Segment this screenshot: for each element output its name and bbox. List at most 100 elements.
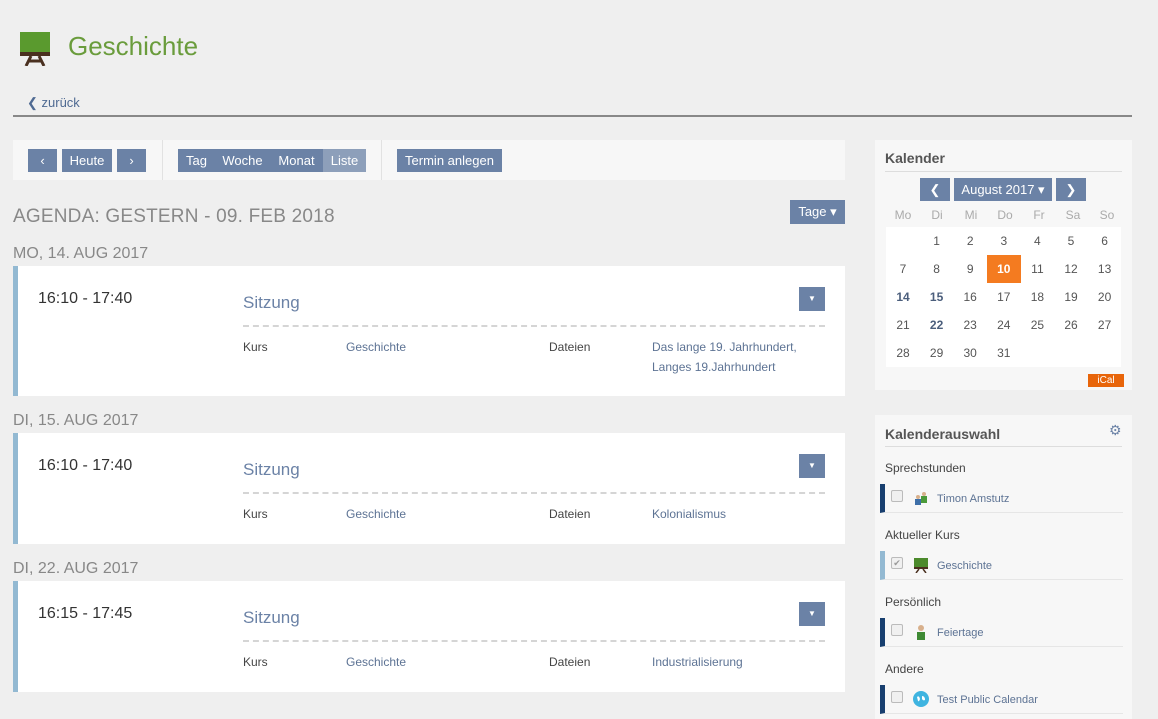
file-link[interactable]: Industrialisierung [652, 655, 743, 669]
weekday-label: Mo [894, 208, 912, 222]
event-menu-button[interactable]: ▼ [799, 454, 825, 478]
weekday-label: Do [997, 208, 1013, 222]
calendar-day[interactable]: 4 [1034, 234, 1041, 248]
calendar-day[interactable]: 5 [1067, 234, 1075, 248]
calendar-day[interactable]: 23 [963, 318, 977, 332]
checkbox[interactable]: ✔ [891, 557, 903, 569]
next-button[interactable]: › [117, 149, 146, 172]
calendar-day[interactable]: 27 [1097, 318, 1112, 332]
agenda-title: AGENDA: GESTERN - 09. FEB 2018 [13, 206, 335, 227]
files-label: Dateien [549, 655, 591, 669]
event-title[interactable]: Sitzung [243, 608, 300, 627]
view-liste[interactable]: Liste [323, 149, 366, 172]
calendar-grid: 1 2 3 4 5 6 7 8 9 10 11 12 13 14 15 16 17 18 19 20 21 22 23 24 2… [886, 227, 1121, 367]
files-label: Dateien [549, 507, 591, 521]
calendar-day[interactable]: 31 [997, 346, 1011, 360]
calendar-toolbar: ‹ Heute › Tag Woche Monat Liste Termin a… [13, 140, 845, 180]
weekday-label: Mi [964, 208, 978, 222]
users-icon [913, 490, 929, 506]
prev-button[interactable]: ‹ [28, 149, 57, 172]
calendar-day[interactable]: 2 [966, 234, 974, 248]
calendar-source-name[interactable]: Test Public Calendar [937, 694, 1038, 706]
globe-icon [913, 691, 929, 707]
checkbox[interactable] [891, 691, 903, 703]
file-link[interactable]: Kolonialismus [652, 507, 727, 521]
kurs-value[interactable]: Geschichte [346, 507, 407, 521]
calendar-day[interactable]: 18 [1030, 290, 1045, 304]
next-month-button[interactable]: ❯ [1056, 178, 1086, 201]
kurs-value[interactable]: Geschichte [346, 340, 407, 354]
calendar-source-item[interactable]: ✔ Geschichte [880, 551, 1123, 580]
weekday-label: Fr [1033, 208, 1045, 222]
checkbox[interactable] [891, 490, 903, 502]
calendar-source-name[interactable]: Feiertage [937, 627, 984, 639]
ical-button[interactable]: iCal [1088, 374, 1124, 387]
calendar-day[interactable]: 24 [997, 318, 1011, 332]
calendar-day[interactable]: 12 [1064, 262, 1078, 276]
weekday-label: Sa [1065, 208, 1081, 222]
month-select[interactable]: August 2017 ▾ [954, 178, 1052, 201]
calendar-day[interactable]: 29 [929, 346, 944, 360]
calendar-title: Kalender [885, 150, 945, 166]
kurs-value[interactable]: Geschichte [346, 655, 407, 669]
today-button[interactable]: Heute [62, 149, 112, 172]
group-label: Andere [885, 662, 924, 676]
event-title[interactable]: Sitzung [243, 460, 300, 479]
calendar-day[interactable]: 8 [933, 262, 940, 276]
calendar-day[interactable]: 14 [896, 290, 910, 304]
calendar-source-name[interactable]: Timon Amstutz [937, 493, 1010, 505]
calendar-day[interactable]: 16 [963, 290, 977, 304]
chevron-left-icon: ❮ [27, 95, 42, 110]
range-dropdown[interactable]: Tage ▾ [790, 200, 845, 224]
create-event-button[interactable]: Termin anlegen [397, 149, 502, 172]
calendar-day[interactable]: 11 [1031, 262, 1044, 276]
calendar-day[interactable]: 1 [933, 234, 940, 248]
calendar-day[interactable]: 9 [966, 262, 974, 276]
event-card: 16:10 - 17:40 Sitzung ▼ Kurs Geschichte … [13, 266, 845, 396]
calendar-day[interactable]: 25 [1030, 318, 1045, 332]
divider [162, 140, 163, 180]
calendar-day[interactable]: 7 [899, 262, 907, 276]
view-woche[interactable]: Woche [215, 149, 270, 172]
divider [885, 446, 1122, 447]
view-tag[interactable]: Tag [178, 149, 215, 172]
calendar-day[interactable]: 15 [929, 290, 944, 304]
calendar-day[interactable]: 20 [1097, 290, 1112, 304]
event-time: 16:10 - 17:40 [38, 290, 133, 307]
calendar-day[interactable]: 30 [963, 346, 977, 360]
divider [13, 115, 1132, 117]
divider [885, 171, 1122, 172]
files-label: Dateien [549, 340, 591, 354]
calendar-source-item[interactable]: Test Public Calendar [880, 685, 1123, 714]
gear-icon[interactable]: ⚙ [1109, 422, 1122, 438]
event-menu-button[interactable]: ▼ [799, 602, 825, 626]
event-card: 16:10 - 17:40 Sitzung ▼ Kurs Geschichte … [13, 433, 845, 544]
mini-calendar: Kalender ❮ August 2017 ▾ ❯ Mo Di Mi Do Fr Sa S… [875, 140, 1132, 390]
calendar-day[interactable]: 6 [1101, 234, 1108, 248]
calendar-day[interactable]: 13 [1097, 262, 1112, 276]
calendar-day[interactable]: 17 [997, 290, 1011, 304]
calendar-day[interactable]: 21 [896, 318, 910, 332]
calendar-day[interactable]: 22 [929, 318, 944, 332]
calendar-day[interactable]: 3 [1000, 234, 1008, 248]
event-time: 16:10 - 17:40 [38, 457, 133, 474]
calendar-selection: Kalenderauswahl ⚙ Sprechstunden Timon Am… [875, 415, 1132, 719]
file-link[interactable]: Langes 19.Jahrhundert [652, 360, 776, 374]
view-monat[interactable]: Monat [270, 149, 323, 172]
prev-month-button[interactable]: ❮ [920, 178, 950, 201]
calendar-source-name[interactable]: Geschichte [937, 560, 993, 572]
calendar-day[interactable]: 26 [1064, 318, 1078, 332]
selection-title: Kalenderauswahl [885, 426, 1001, 442]
calendar-day[interactable]: 19 [1064, 290, 1078, 304]
calendar-day[interactable]: 10 [986, 255, 1021, 283]
calendar-day[interactable]: 28 [896, 346, 910, 360]
checkbox[interactable] [891, 624, 903, 636]
back-link[interactable]: ❮ zurück [27, 95, 80, 110]
group-label: Sprechstunden [885, 461, 966, 475]
calendar-source-item[interactable]: Timon Amstutz [880, 484, 1123, 513]
event-title[interactable]: Sitzung [243, 293, 300, 312]
file-link[interactable]: Das lange 19. Jahrhundert, [652, 340, 797, 354]
calendar-source-item[interactable]: Feiertage [880, 618, 1123, 647]
event-menu-button[interactable]: ▼ [799, 287, 825, 311]
weekday-label: So [1099, 208, 1115, 222]
